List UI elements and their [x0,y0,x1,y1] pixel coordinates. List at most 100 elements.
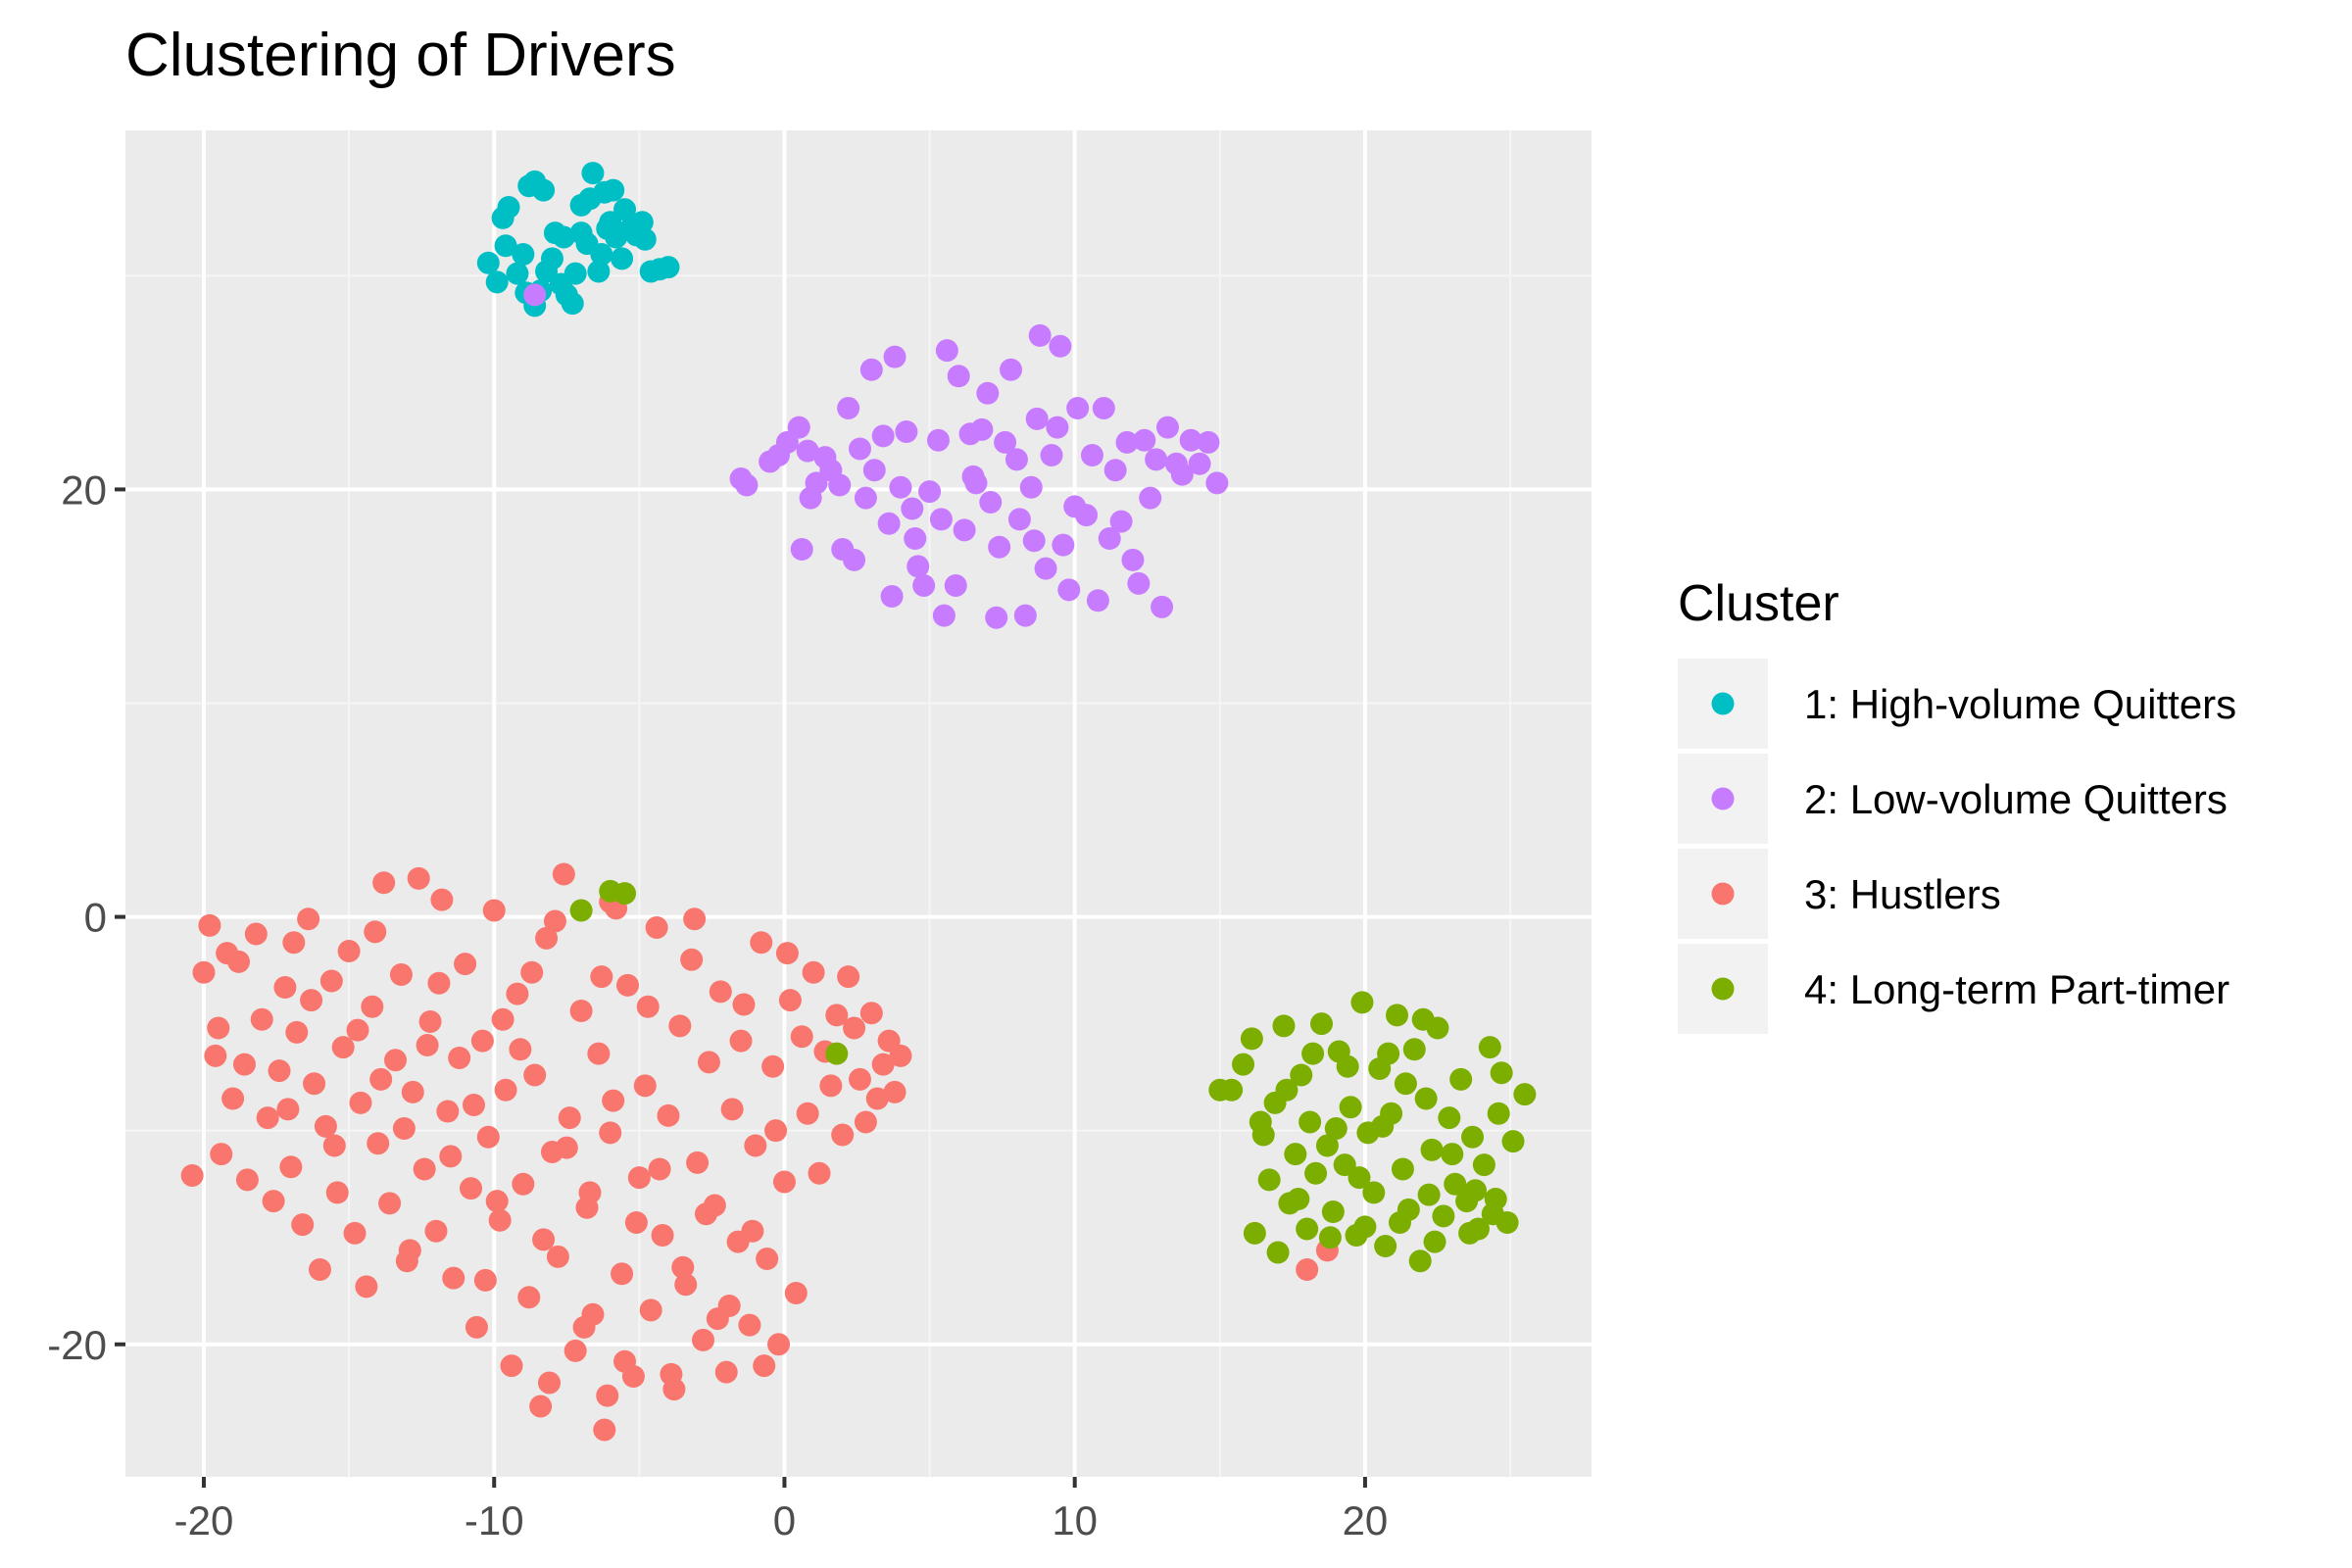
data-point [1205,471,1229,495]
data-point [1275,1078,1298,1102]
data-point [1296,1257,1319,1281]
data-point [523,283,547,307]
data-point [1000,358,1023,381]
data-point [569,1000,593,1023]
data-point [1066,397,1090,420]
data-point [668,1014,692,1038]
data-point [1321,1200,1345,1224]
data-point [593,1418,616,1442]
data-point [787,416,810,439]
data-point [180,1163,204,1187]
data-point [904,527,927,551]
data-point [1155,416,1179,439]
data-point [871,424,895,448]
data-point [1371,1114,1395,1138]
data-point [1350,991,1374,1014]
data-point [825,1042,849,1065]
data-point [331,1036,355,1059]
data-point [473,1268,497,1292]
data-point [854,486,877,510]
data-point [979,490,1003,514]
data-point [520,960,544,984]
data-point [848,1067,871,1091]
data-point [709,980,732,1004]
data-point [753,1354,776,1378]
data-point [1298,1110,1322,1134]
data-point [268,1059,291,1083]
data-point [1464,1179,1488,1202]
data-point [1075,504,1099,527]
data-point [198,913,221,937]
data-point [1092,397,1115,420]
data-point [232,1053,256,1076]
data-point [1315,1134,1339,1157]
data-point [1272,1014,1296,1038]
legend-label: 4: Long-term Part-timer [1804,966,2230,1012]
legend-key-dot [1711,882,1735,906]
chart-title: Clustering of Drivers [125,22,676,89]
data-point [1022,529,1046,553]
data-point [1420,1138,1444,1161]
data-point [1481,1202,1504,1226]
data-point [364,920,387,944]
data-point [790,1025,813,1049]
data-point [384,1049,408,1072]
data-point [578,1181,602,1204]
data-point [512,1172,535,1196]
data-point [1391,1157,1414,1181]
data-point [349,1091,372,1114]
data-point [1301,1042,1325,1065]
data-point [506,262,529,285]
data-point [529,1395,553,1418]
data-point [552,225,575,249]
x-tick-label: -20 [174,1497,234,1544]
data-point [442,1266,466,1290]
data-point [784,1281,808,1304]
data-point [413,1157,436,1181]
data-point [775,942,799,965]
data-point [1304,1161,1328,1185]
data-point [512,242,535,266]
data-point [1478,1036,1501,1059]
data-point [1388,1210,1411,1234]
data-point [494,1078,517,1102]
legend-label: 1: High-volume Quitters [1804,681,2236,727]
data-point [1004,448,1028,471]
data-point [790,537,813,561]
data-point [1257,1168,1281,1192]
data-point [988,535,1011,559]
legend-label: 2: Low-volume Quitters [1804,776,2228,822]
data-point [796,439,819,463]
data-point [1049,334,1072,358]
data-point [735,473,759,497]
data-point [500,1354,523,1378]
data-point [1423,1230,1446,1253]
data-point [297,907,320,931]
data-point [1098,527,1121,551]
data-point [401,1080,424,1103]
data-point [1402,1038,1426,1061]
data-point [1232,1053,1255,1076]
data-point [1394,1072,1417,1096]
data-point [1109,510,1133,533]
data-point [439,1145,463,1168]
data-point [741,1219,764,1243]
data-point [877,512,901,535]
data-point [645,915,668,939]
data-point [906,555,930,578]
data-point [549,272,572,296]
data-point [633,1074,657,1098]
data-point [657,1103,680,1127]
data-point [1309,1012,1333,1036]
data-point [648,1157,671,1181]
data-point [871,1053,895,1076]
data-point [355,1275,378,1298]
data-point [596,217,619,240]
data-point [805,471,828,495]
data-point [561,292,584,316]
data-point [367,1132,390,1155]
data-point [210,1143,233,1166]
data-point [424,1219,448,1243]
series-2-points [523,283,1229,629]
data-point [1151,595,1174,618]
